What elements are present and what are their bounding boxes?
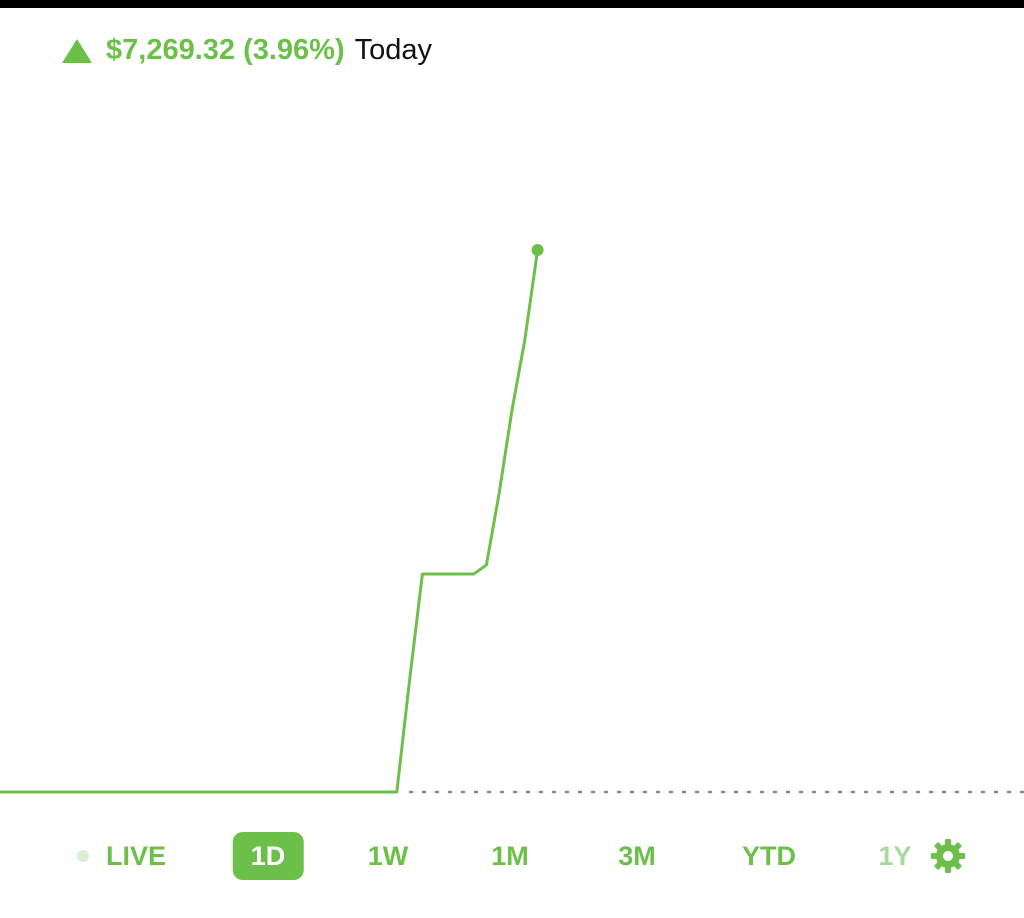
tabs: LIVE 1D 1W 1M 3M YTD 1Y xyxy=(0,832,1024,880)
settings-gear[interactable] xyxy=(930,838,966,874)
header: $7,269.32 (3.96%) Today xyxy=(62,34,432,67)
status-bar xyxy=(0,0,1024,8)
range-tab[interactable]: 3M xyxy=(618,841,656,871)
range-tab[interactable]: 1W xyxy=(367,841,409,871)
price-line xyxy=(0,249,540,794)
range-tab[interactable]: LIVE xyxy=(105,841,167,871)
period: Today xyxy=(354,34,433,66)
range-tab[interactable]: 1Y xyxy=(878,841,912,871)
range-tab[interactable]: 1D xyxy=(232,832,304,880)
range-tab[interactable]: YTD xyxy=(742,841,796,871)
range-tab[interactable]: 1M xyxy=(491,841,529,871)
change: $7,269.32 (3.96%) xyxy=(106,34,345,66)
up-arrow xyxy=(62,38,92,63)
live-dot xyxy=(77,850,89,862)
end-marker xyxy=(531,244,544,256)
